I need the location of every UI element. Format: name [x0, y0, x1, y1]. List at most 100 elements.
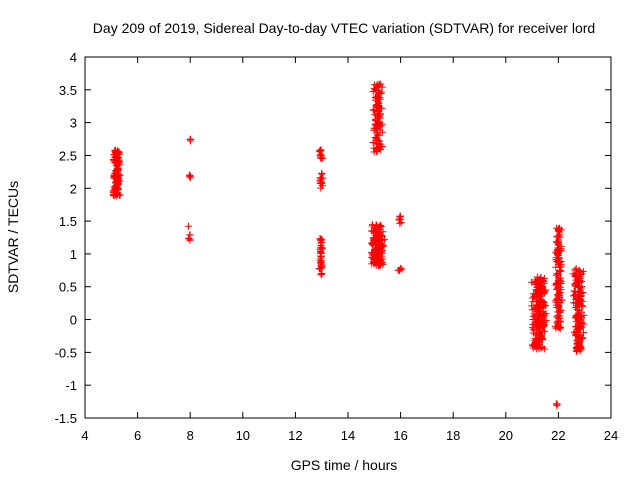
data-point — [319, 182, 327, 190]
data-point — [369, 138, 377, 146]
data-point — [187, 136, 195, 144]
data-point — [184, 222, 192, 230]
data-point — [534, 342, 542, 350]
data-point — [318, 170, 326, 178]
data-point — [317, 271, 325, 279]
data-point — [574, 324, 582, 332]
data-point — [319, 174, 327, 182]
data-point — [553, 296, 561, 304]
data-point — [540, 279, 548, 287]
x-tick-label: 10 — [236, 428, 250, 443]
data-point — [542, 310, 550, 318]
data-point — [375, 80, 383, 88]
x-axis-label: GPS time / hours — [291, 457, 398, 473]
data-point — [552, 271, 560, 279]
data-point — [578, 278, 586, 286]
data-point — [554, 285, 562, 293]
data-point — [557, 226, 565, 234]
data-point — [375, 237, 383, 245]
data-point — [535, 302, 543, 310]
data-point — [576, 278, 584, 286]
data-point — [115, 166, 123, 174]
data-point — [530, 325, 538, 333]
data-point — [111, 191, 119, 199]
data-point — [378, 120, 386, 128]
data-point — [578, 334, 586, 342]
data-point — [534, 314, 542, 322]
data-point — [372, 140, 380, 148]
data-point — [577, 345, 585, 353]
data-point — [116, 191, 124, 199]
data-point — [317, 147, 325, 155]
data-point — [317, 250, 325, 258]
data-point — [536, 284, 544, 292]
data-point — [535, 298, 543, 306]
data-point — [115, 149, 123, 157]
data-point — [556, 325, 564, 333]
x-tick-label: 4 — [81, 428, 88, 443]
data-point — [556, 233, 564, 241]
data-point — [377, 223, 385, 231]
data-point — [553, 400, 561, 408]
data-point — [579, 289, 587, 297]
data-point — [114, 185, 122, 193]
data-point — [319, 154, 327, 162]
plot-frame — [84, 56, 612, 419]
x-tick-label: 22 — [551, 428, 565, 443]
x-tick-label: 16 — [393, 428, 407, 443]
data-point — [397, 215, 405, 223]
data-point — [528, 306, 536, 314]
data-point — [318, 244, 326, 252]
data-point — [556, 267, 564, 275]
data-point — [318, 270, 326, 278]
data-point — [555, 255, 563, 263]
chart-title: Day 209 of 2019, Sidereal Day-to-day VTE… — [93, 20, 595, 36]
data-point — [317, 146, 325, 154]
data-point — [535, 339, 543, 347]
x-tick-label: 24 — [604, 428, 618, 443]
data-point — [573, 326, 581, 334]
data-point — [186, 172, 194, 180]
y-tick-label: 4 — [70, 50, 77, 65]
data-point — [317, 178, 325, 186]
data-point — [375, 119, 383, 127]
data-point — [556, 314, 564, 322]
data-point — [575, 296, 583, 304]
data-point — [375, 244, 383, 252]
y-tick-label: -1 — [65, 378, 77, 393]
y-tick-label: 2 — [70, 181, 77, 196]
y-tick-label: 1.5 — [59, 214, 77, 229]
data-point — [579, 329, 587, 337]
y-axis-label: SDTVAR / TECUs — [5, 181, 21, 293]
data-point — [373, 240, 381, 248]
data-point — [374, 86, 382, 94]
data-point — [377, 88, 385, 96]
y-tick-label: 3.5 — [59, 83, 77, 98]
data-point — [370, 258, 378, 266]
data-point — [318, 263, 326, 271]
data-point — [374, 130, 382, 138]
data-point — [542, 286, 550, 294]
data-point — [555, 303, 563, 311]
axis-ticks: 4 6 8 10 12 14 16 18 20 22 24 -1.5 -1 -0.5 0 0.5 1 1.5 2 2.… — [55, 50, 619, 443]
x-tick-label: 18 — [446, 428, 460, 443]
data-point — [538, 335, 546, 343]
data-point — [115, 156, 123, 164]
data-point — [374, 97, 382, 105]
data-point — [557, 289, 565, 297]
data-point — [317, 261, 325, 269]
data-point — [575, 266, 583, 274]
data-point — [398, 265, 406, 273]
y-tick-label: 0.5 — [59, 280, 77, 295]
data-point — [535, 309, 543, 317]
x-tick-label: 14 — [341, 428, 355, 443]
x-tick-label: 8 — [187, 428, 194, 443]
data-point — [557, 306, 565, 314]
data-point — [542, 317, 550, 325]
data-point — [555, 247, 563, 255]
data-point — [378, 83, 386, 91]
data-point — [555, 324, 563, 332]
data-point — [114, 184, 122, 192]
data-point — [536, 297, 544, 305]
